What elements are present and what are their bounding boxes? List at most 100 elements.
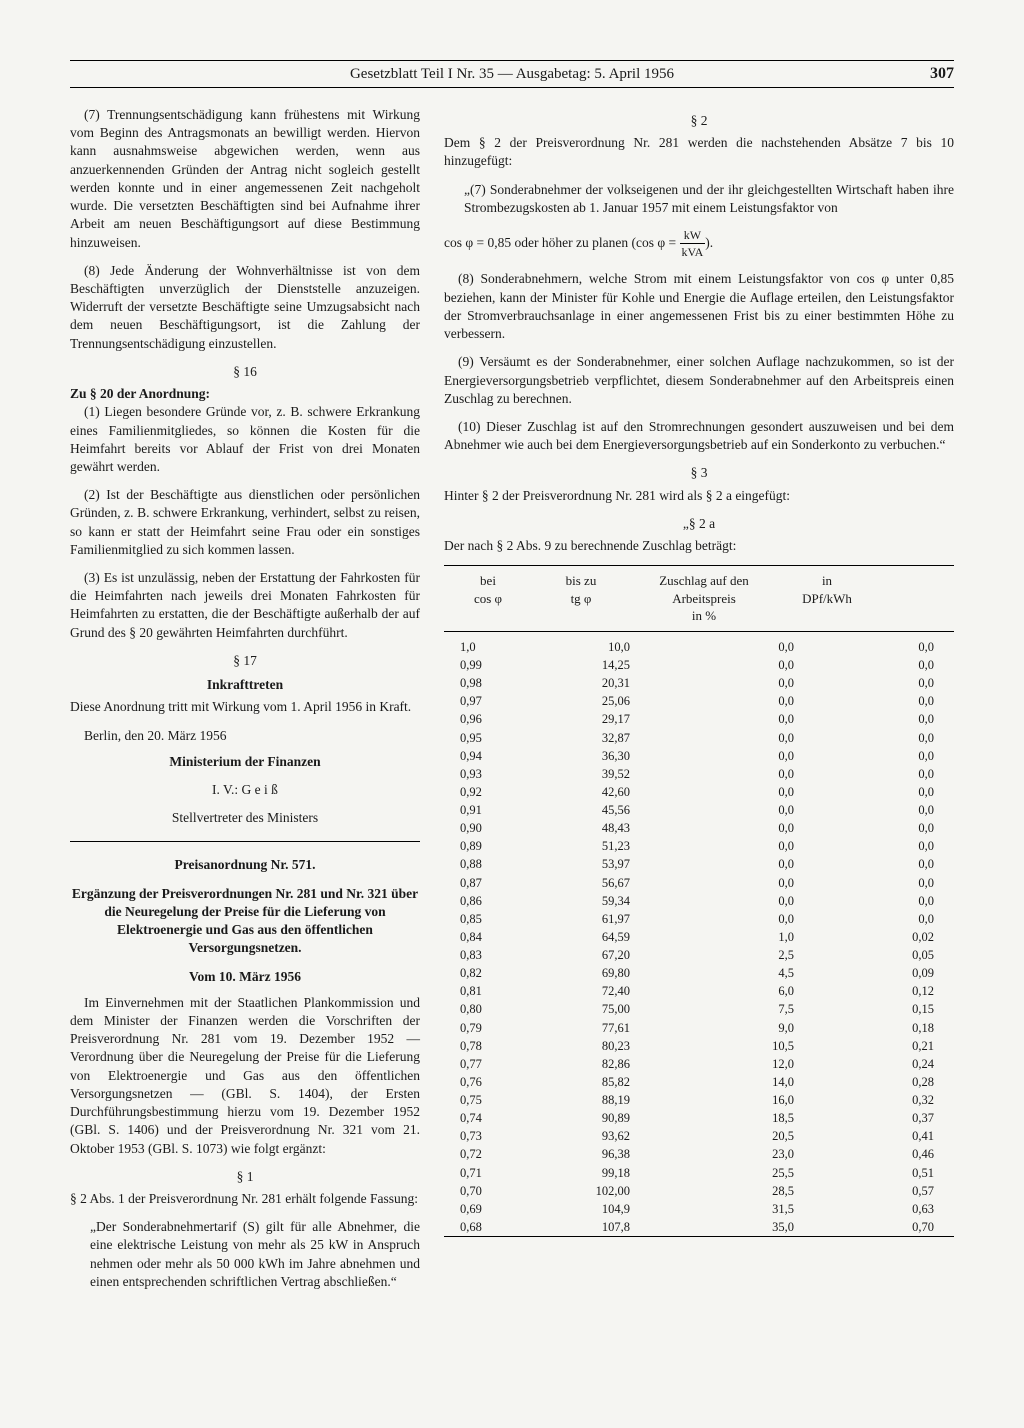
table-header: bei cos φ bis zu tg φ Zuschlag auf den A…: [444, 565, 954, 632]
table-cell: 53,97: [540, 855, 654, 873]
table-cell: 35,0: [654, 1218, 844, 1236]
table-cell: 80,23: [540, 1037, 654, 1055]
fraction-numerator: kW: [680, 227, 706, 244]
table-cell: 0,0: [654, 837, 844, 855]
paragraph: (8) Jede Änderung der Wohnverhältnisse i…: [70, 262, 420, 353]
table-row: 0,69104,931,50,63: [444, 1200, 954, 1218]
table-cell: 75,00: [540, 1000, 654, 1018]
paragraph: (7) Trennungsentschädigung kann früheste…: [70, 106, 420, 252]
table-row: 0,8464,591,00,02: [444, 928, 954, 946]
table-row: 0,9339,520,00,0: [444, 765, 954, 783]
table-cell: 77,61: [540, 1019, 654, 1037]
table-cell: 90,89: [540, 1109, 654, 1127]
table-cell: 88,19: [540, 1091, 654, 1109]
table-cell: 0,82: [444, 964, 540, 982]
table-cell: 0,05: [844, 946, 954, 964]
two-column-content: (7) Trennungsentschädigung kann früheste…: [70, 106, 954, 1301]
table-cell: 0,0: [654, 710, 844, 728]
table-cell: 96,38: [540, 1145, 654, 1163]
table-cell: 0,0: [654, 747, 844, 765]
table-cell: 0,97: [444, 692, 540, 710]
table-row: 0,8951,230,00,0: [444, 837, 954, 855]
header-title: Gesetzblatt Teil I Nr. 35 — Ausgabetag: …: [120, 66, 904, 83]
table-row: 0,7880,2310,50,21: [444, 1037, 954, 1055]
table-cell: 20,31: [540, 674, 654, 692]
table-cell: 32,87: [540, 729, 654, 747]
table-cell: 0,88: [444, 855, 540, 873]
table-cell: 69,80: [540, 964, 654, 982]
table-cell: 0,63: [844, 1200, 954, 1218]
table-cell: 0,0: [654, 765, 844, 783]
section-heading: Inkrafttreten: [70, 676, 420, 694]
table-cell: 29,17: [540, 710, 654, 728]
table-cell: 16,0: [654, 1091, 844, 1109]
paragraph: Dem § 2 der Preisverordnung Nr. 281 werd…: [444, 134, 954, 170]
table-cell: 23,0: [654, 1145, 844, 1163]
section-number: § 16: [70, 363, 420, 381]
table-cell: 0,0: [654, 819, 844, 837]
quote-paragraph: „(7) Sonderabnehmer der volkseigenen und…: [464, 181, 954, 217]
table-cell: 0,09: [844, 964, 954, 982]
table-cell: 0,57: [844, 1182, 954, 1200]
table-row: 0,8172,406,00,12: [444, 982, 954, 1000]
table-cell: 61,97: [540, 910, 654, 928]
table-row: 0,9532,870,00,0: [444, 729, 954, 747]
table-row: 0,9725,060,00,0: [444, 692, 954, 710]
table-cell: 0,0: [844, 674, 954, 692]
table-cell: 0,41: [844, 1127, 954, 1145]
ministry-name: Ministerium der Finanzen: [70, 753, 420, 771]
table-row: 0,9242,600,00,0: [444, 783, 954, 801]
table-cell: 102,00: [540, 1182, 654, 1200]
table-row: 0,8853,970,00,0: [444, 855, 954, 873]
table-cell: 7,5: [654, 1000, 844, 1018]
table-cell: 0,86: [444, 892, 540, 910]
table-cell: 0,0: [844, 910, 954, 928]
paragraph: Diese Anordnung tritt mit Wirkung vom 1.…: [70, 698, 420, 716]
table-cell: 48,43: [540, 819, 654, 837]
table-cell: 0,0: [844, 656, 954, 674]
table-cell: 10,5: [654, 1037, 844, 1055]
table-cell: 0,18: [844, 1019, 954, 1037]
table-cell: 85,82: [540, 1073, 654, 1091]
table-cell: 0,0: [654, 638, 844, 656]
table-row: 0,7296,3823,00,46: [444, 1145, 954, 1163]
table-row: 0,7393,6220,50,41: [444, 1127, 954, 1145]
right-column: § 2 Dem § 2 der Preisverordnung Nr. 281 …: [444, 106, 954, 1301]
table-cell: 25,06: [540, 692, 654, 710]
table-row: 0,9820,310,00,0: [444, 674, 954, 692]
table-cell: 0,68: [444, 1218, 540, 1236]
table-cell: 0,0: [654, 874, 844, 892]
table-cell: 0,0: [844, 783, 954, 801]
table-cell: 0,0: [844, 747, 954, 765]
table-cell: 10,0: [540, 638, 654, 656]
table-row: 0,9048,430,00,0: [444, 819, 954, 837]
table-cell: 0,83: [444, 946, 540, 964]
paragraph: § 2 Abs. 1 der Preisverordnung Nr. 281 e…: [70, 1190, 420, 1208]
table-cell: 25,5: [654, 1164, 844, 1182]
table-cell: 0,0: [844, 692, 954, 710]
table-cell: 14,25: [540, 656, 654, 674]
table-cell: 0,80: [444, 1000, 540, 1018]
table-cell: 0,79: [444, 1019, 540, 1037]
table-cell: 42,60: [540, 783, 654, 801]
signature-title: Stellvertreter des Ministers: [70, 809, 420, 827]
table-cell: 1,0: [444, 638, 540, 656]
table-cell: 67,20: [540, 946, 654, 964]
table-cell: 0,92: [444, 783, 540, 801]
table-cell: 0,0: [654, 855, 844, 873]
table-cell: 0,96: [444, 710, 540, 728]
table-cell: 107,8: [540, 1218, 654, 1236]
table-cell: 0,78: [444, 1037, 540, 1055]
table-row: 0,8075,007,50,15: [444, 1000, 954, 1018]
table-cell: 39,52: [540, 765, 654, 783]
table-cell: 0,91: [444, 801, 540, 819]
ordinance-number: Preisanordnung Nr. 571.: [70, 856, 420, 874]
formula-text: cos φ = 0,85 oder höher zu planen (cos φ…: [444, 235, 676, 250]
table-cell: 28,5: [654, 1182, 844, 1200]
table-cell: 0,0: [844, 874, 954, 892]
section-number: § 2: [444, 112, 954, 130]
table-row: 0,7490,8918,50,37: [444, 1109, 954, 1127]
page-number: 307: [904, 65, 954, 83]
table-cell: 0,0: [844, 819, 954, 837]
table-cell: 0,70: [444, 1182, 540, 1200]
